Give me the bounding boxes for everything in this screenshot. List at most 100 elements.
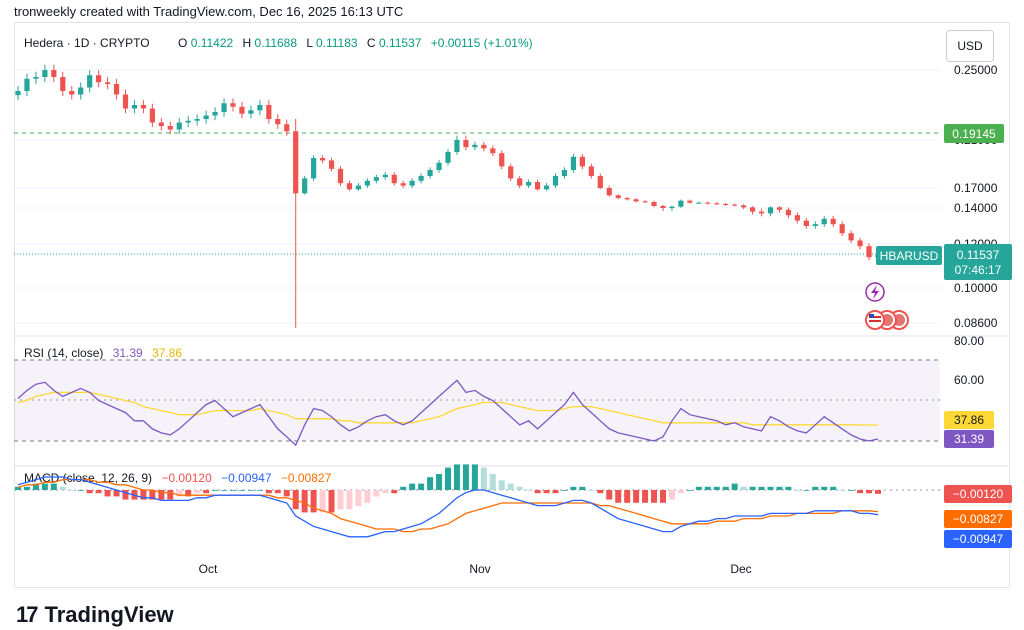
macd-signal-value: −0.00827 xyxy=(281,471,332,485)
candle-body xyxy=(543,185,550,190)
low-value: 0.11183 xyxy=(316,36,358,50)
macd-hist-bar xyxy=(642,490,649,503)
macd-hist-bar xyxy=(337,490,344,510)
rsi-ma-tag-label: 37.86 xyxy=(954,413,984,427)
candle-body xyxy=(839,224,845,234)
candle-body xyxy=(185,120,191,123)
candle-body xyxy=(42,70,48,77)
macd-hist-bar xyxy=(704,486,711,490)
candle-body xyxy=(33,77,39,79)
price-axis-tick: 0.25000 xyxy=(954,63,998,77)
macd-hist-bar xyxy=(122,490,129,500)
macd-value: −0.00947 xyxy=(221,471,272,485)
candle-body xyxy=(561,170,568,176)
candle-body xyxy=(821,218,827,225)
rsi-value: 31.39 xyxy=(113,346,143,360)
candle-body xyxy=(776,207,783,210)
macd-hist-bar xyxy=(194,490,201,494)
candle-body xyxy=(60,77,66,91)
candle-body xyxy=(140,105,147,109)
macd-signal-line xyxy=(17,478,879,533)
macd-hist-bar xyxy=(552,490,559,494)
candle-body xyxy=(454,140,460,152)
macd-tag-label: −0.00947 xyxy=(953,532,1004,546)
rsi-tag xyxy=(944,430,994,448)
candle-body xyxy=(230,103,236,107)
candle-body xyxy=(848,233,854,241)
macd-hist-bar xyxy=(158,490,165,500)
candle-body xyxy=(427,170,433,176)
candle-body xyxy=(552,176,559,186)
candle-body xyxy=(678,200,684,207)
macd-hist-bar xyxy=(230,490,236,491)
macd-hist-bar xyxy=(812,486,819,490)
macd-hist-bar xyxy=(498,480,505,490)
macd-hist-bar xyxy=(525,490,532,491)
change-value: +0.00115 (+1.01%) xyxy=(431,36,533,50)
macd-hist-bar xyxy=(803,490,810,491)
candle-body xyxy=(51,70,57,77)
x-axis-label-dec: Dec xyxy=(730,562,751,576)
chart-credit: tronweekly created with TradingView.com,… xyxy=(14,4,404,19)
candle-body xyxy=(687,200,693,203)
macd-hist-bar xyxy=(471,464,478,490)
price-axis: 0.250000.210000.170000.140000.120000.100… xyxy=(14,63,998,330)
macd-hist-bar xyxy=(668,490,675,500)
candle-body xyxy=(221,103,227,112)
candle-body xyxy=(337,168,344,184)
macd-hist-bar xyxy=(848,490,855,491)
macd-hist-bar xyxy=(176,490,183,497)
macd-hist-bar xyxy=(722,486,729,490)
macd-histogram xyxy=(15,464,881,513)
tradingview-wordmark: TradingView xyxy=(44,602,174,627)
macd-hist-bar xyxy=(400,486,407,490)
macd-tag xyxy=(944,530,1012,548)
price-axis-tick: 0.08600 xyxy=(954,316,998,330)
candle-body xyxy=(24,78,30,91)
macd-hist-bar xyxy=(41,483,48,490)
candle-body xyxy=(319,158,326,161)
macd-hist-bar xyxy=(274,490,281,494)
candle-body xyxy=(517,178,523,186)
candle-body xyxy=(445,152,451,163)
high-label: H xyxy=(243,36,252,50)
macd-hist-bar xyxy=(561,490,568,491)
candle-body xyxy=(131,105,138,109)
macd-hist-bar xyxy=(95,490,102,494)
candle-body xyxy=(257,105,263,111)
macd-hist-bar xyxy=(328,490,335,513)
close-value: 0.11537 xyxy=(379,36,422,50)
high-value: 0.11688 xyxy=(255,36,298,50)
macd-hist-bar xyxy=(185,490,192,497)
macd-hist-bar xyxy=(713,486,720,490)
macd-hist-bar xyxy=(615,490,622,503)
macd-hist-bar xyxy=(292,490,299,510)
candle-body xyxy=(642,201,648,203)
candle-body xyxy=(346,183,353,190)
x-axis-label-oct: Oct xyxy=(199,562,218,576)
macd-hist-bar xyxy=(23,486,30,490)
macd-hist-bar xyxy=(355,490,362,506)
macd-hist-bar xyxy=(247,490,254,491)
macd-hist-bar xyxy=(489,474,496,490)
rsi-axis-tick: 60.00 xyxy=(954,373,984,387)
candle-body xyxy=(275,119,281,125)
candle-body xyxy=(803,220,809,226)
tradingview-logo-icon: 17 xyxy=(16,602,39,627)
candle-body xyxy=(481,144,487,149)
macd-hist-bar xyxy=(660,490,666,503)
macd-signal-tag xyxy=(944,510,1012,528)
currency-selector[interactable]: USD xyxy=(946,30,994,62)
candle-body xyxy=(158,122,164,126)
candle-body xyxy=(418,176,424,181)
symbol-label: Hedera · 1D · CRYPTO xyxy=(24,36,150,50)
us-flag-icon[interactable] xyxy=(865,310,885,330)
macd-hist-bar xyxy=(740,486,747,490)
macd-hist-bar xyxy=(597,490,604,494)
rsi-tag-label: 31.39 xyxy=(954,432,984,446)
candle-body xyxy=(436,162,442,170)
macd-hist-bar xyxy=(785,486,792,490)
lightning-icon[interactable] xyxy=(865,282,885,302)
macd-hist-bar xyxy=(570,486,577,490)
